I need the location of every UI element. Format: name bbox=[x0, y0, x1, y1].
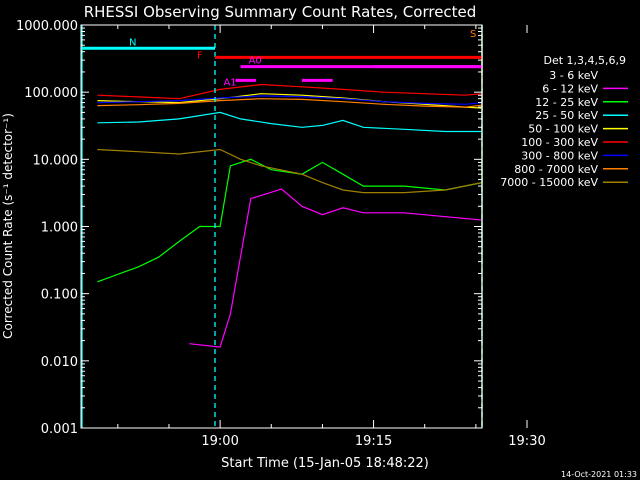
y-tick-label-5: 0.010 bbox=[41, 355, 78, 370]
x-tick-label-2: 19:30 bbox=[508, 434, 545, 449]
series-line-1 bbox=[189, 184, 483, 348]
chart-title: RHESSI Observing Summary Count Rates, Co… bbox=[84, 3, 477, 21]
y-tick-label-6: 0.001 bbox=[41, 422, 78, 437]
series-line-0 bbox=[179, 184, 483, 415]
series-line-3 bbox=[97, 111, 483, 140]
y-axis-label: Corrected Count Rate (s⁻¹ detector⁻¹) bbox=[1, 113, 15, 339]
x-tick-label-0: 19:00 bbox=[201, 434, 238, 449]
y-tick-label-2: 10.000 bbox=[33, 153, 79, 168]
legend-label-0: 3 - 6 keV bbox=[549, 69, 598, 82]
legend-label-4: 50 - 100 keV bbox=[528, 123, 598, 136]
legend-label-3: 25 - 50 keV bbox=[535, 109, 598, 122]
y-tick-label-0: 1000.000 bbox=[16, 19, 78, 34]
y-tick-label-1: 100.000 bbox=[24, 86, 78, 101]
state-bar-label-4: S bbox=[470, 29, 476, 40]
legend-title: Det 1,3,4,5,6,9 bbox=[543, 54, 626, 67]
legend-label-7: 800 - 7000 keV bbox=[514, 163, 598, 176]
y-tick-label-3: 1.000 bbox=[41, 221, 78, 236]
legend-label-8: 7000 - 15000 keV bbox=[500, 176, 598, 189]
axis-layer: 1000.000 100.000 10.000 1.000 0.100 0.010 0.00… bbox=[16, 19, 546, 449]
legend-label-6: 300 - 800 keV bbox=[521, 149, 598, 162]
state-bar-label-1: F bbox=[197, 50, 203, 61]
legend-label-5: 100 - 300 keV bbox=[521, 136, 598, 149]
x-axis-label: Start Time (15-Jan-05 18:48:22) bbox=[221, 456, 429, 471]
legend-label-1: 6 - 12 keV bbox=[542, 82, 598, 95]
x-tick-label-1: 19:15 bbox=[355, 434, 392, 449]
legend-label-2: 12 - 25 keV bbox=[535, 96, 598, 109]
state-bar-label-3: A1 bbox=[223, 77, 236, 88]
state-bar-layer: N F A0 A1 S bbox=[81, 29, 482, 88]
state-bar-label-2: A0 bbox=[249, 56, 262, 67]
y-tick-label-4: 0.100 bbox=[41, 288, 78, 303]
series-layer bbox=[97, 35, 483, 415]
series-line-8 bbox=[97, 147, 483, 194]
timestamp: 14-Oct-2021 01:33 bbox=[561, 470, 637, 479]
state-bar-label-0: N bbox=[129, 37, 136, 48]
